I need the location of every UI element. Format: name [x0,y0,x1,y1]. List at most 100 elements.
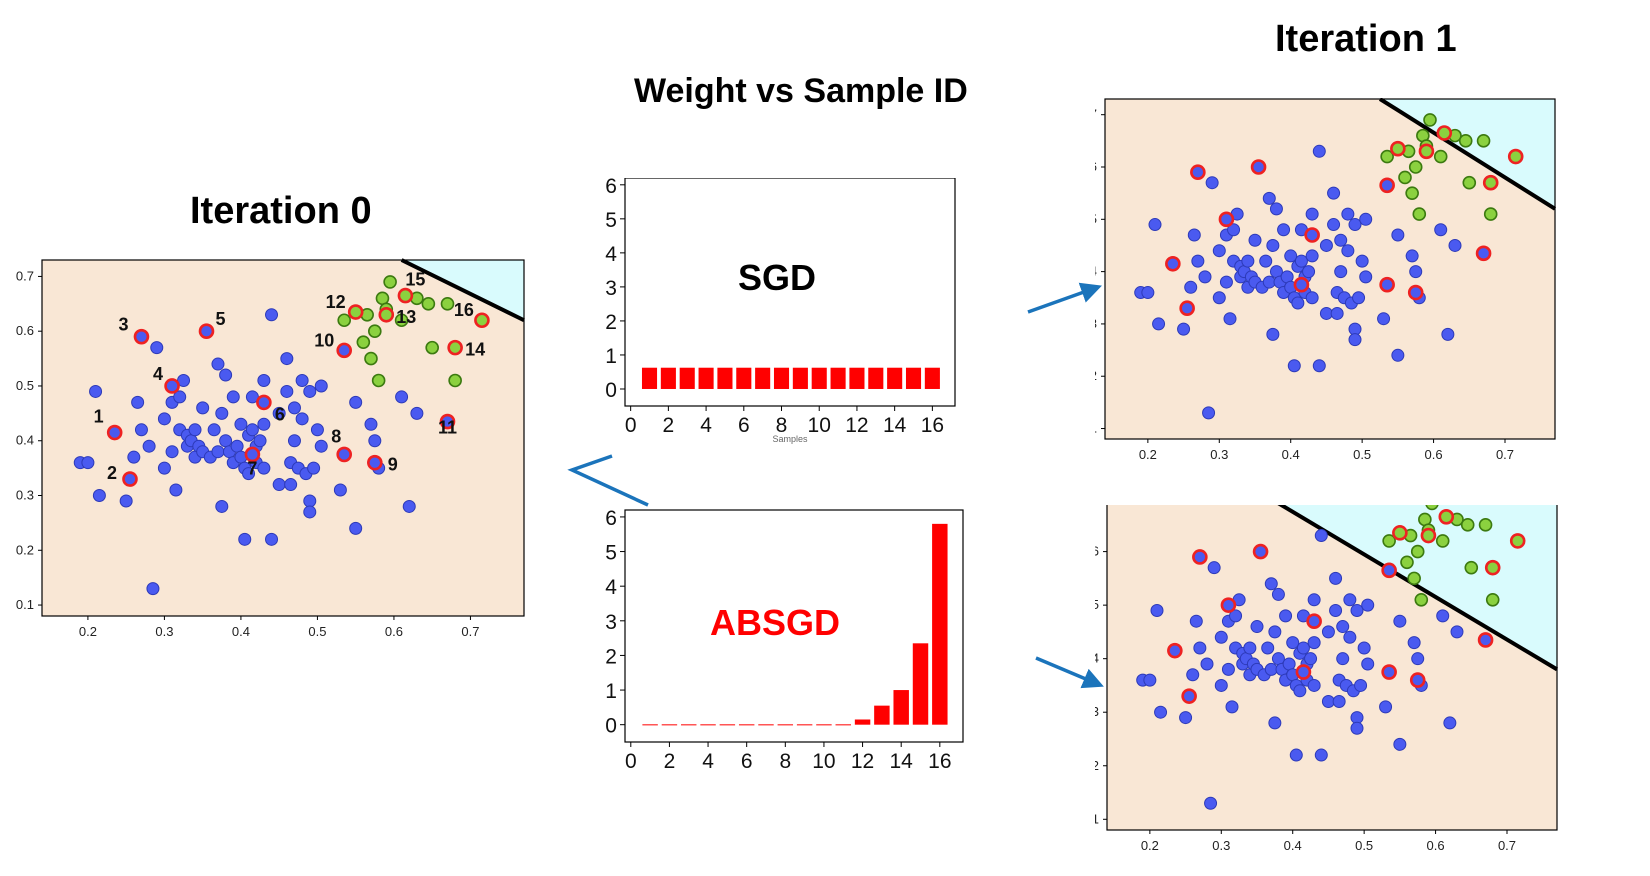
majority-point [1391,228,1405,242]
x-tick-label: 8 [776,414,788,437]
majority-point [1186,668,1200,682]
plot-frame [41,259,525,617]
weight-bar [719,724,736,726]
majority-point [1357,641,1371,655]
majority-point [1193,641,1207,655]
majority-point [287,434,301,448]
ringed-sample-point [106,424,123,441]
ringed-sample-point [397,287,414,304]
majority-point [173,390,187,404]
majority-point [1221,662,1235,676]
majority-point [196,401,210,415]
minority-point [1414,592,1429,607]
majority-point [1279,609,1293,623]
x-tick-label: 12 [845,414,868,437]
majority-point [1350,603,1364,617]
majority-point [368,434,382,448]
majority-point [1227,223,1241,237]
y-tick-label: 0.2 [605,645,617,668]
majority-point [1205,176,1219,190]
majority-point [1341,244,1355,258]
minority-point [1380,149,1394,164]
majority-point [211,357,225,371]
majority-point [1336,620,1350,634]
weight-bar [849,367,865,389]
y-tick-label: 0.0 [605,715,617,738]
majority-point [410,406,424,420]
decision-boundary [1277,505,1559,672]
y-tick-label: 0.1 [16,597,34,612]
x-tick-label: 0.5 [308,624,326,639]
ringed-sample-point [1220,597,1237,613]
ringed-sample-point [367,454,383,471]
iteration-1-bottom-scatter-plot: 0.20.30.40.50.60.70.10.20.30.40.50.60.7 [1095,505,1559,853]
x-tick-label: 0.6 [1425,447,1443,462]
majority-point [1330,306,1344,320]
majority-point [1207,561,1221,575]
y-tick-label: 0.5 [1095,211,1097,226]
weight-bar [717,367,733,389]
sample-id-label: 4 [153,364,163,384]
majority-point [1314,529,1328,543]
majority-point [314,439,328,453]
y-tick-label: 0.4 [605,576,617,599]
majority-point [1287,359,1301,373]
ringed-sample-point [378,306,395,323]
majority-point [257,417,271,431]
majority-point [1264,577,1278,591]
majority-point [1314,748,1328,762]
majority-point [157,412,171,426]
majority-point [1262,191,1276,205]
ringed-sample-point [1438,509,1455,525]
x-tick-label: 14 [883,414,907,437]
ringed-sample-point [1250,159,1267,175]
y-tick-label: 0.3 [1095,704,1099,719]
majority-point [238,532,252,546]
majority-point [1407,636,1421,650]
sample-id-label: 1 [94,407,104,427]
majority-point [1359,270,1373,284]
minority-point [1433,149,1448,164]
minority-point [1425,505,1439,511]
ringed-sample-point [256,394,272,411]
ringed-sample-point [198,323,215,339]
majority-point [272,406,286,420]
weight-bar [887,367,903,389]
majority-point [1411,652,1425,666]
majority-point [150,341,164,355]
weight-bar [738,724,755,726]
x-tick-label: 4 [702,750,714,773]
absgd-weight-bar-chart: 0.0 0.1 0.2 0.3 0.4 0.5 0.6 0 2 4 6 8 10 12 14 16 ABSGD [605,508,964,773]
majority-point [1202,406,1216,420]
iteration-0-scatter-plot: 0.2 0.3 0.4 0.5 0.6 0.7 0.1 0.2 0.3 0.4 0.5 0.6 0.7 1… [16,258,525,639]
weight-vs-sample-title: Weight vs Sample ID [634,72,968,110]
majority-point [1334,265,1348,279]
x-tick-label: 0.4 [232,624,250,639]
y-tick-label: 0.5 [605,542,617,565]
weight-bar [874,705,890,725]
majority-point [1329,603,1343,617]
ringed-sample-point [1436,125,1453,141]
x-tick-label: 0.3 [1210,447,1228,462]
majority-point [1150,603,1164,617]
x-tick-label: 0.2 [79,624,97,639]
majority-point [364,417,378,431]
weight-bar [924,367,940,389]
weight-bar [736,367,752,389]
sample-id-label: 3 [118,315,128,335]
majority-point [215,499,229,513]
majority-point [1336,652,1350,666]
majority-point [1214,630,1228,644]
y-tick-label: 0.2 [1095,758,1099,773]
majority-point [157,461,171,475]
majority-point [1241,254,1255,268]
majority-point [1261,641,1275,655]
weight-bar [661,724,678,726]
ringed-sample-point [1252,543,1269,560]
ringed-sample-point [122,471,138,487]
majority-point [92,489,106,503]
majority-point [265,532,279,546]
majority-point [1354,678,1368,692]
y-tick-label: 0.3 [605,277,617,300]
minority-point [1458,134,1473,148]
